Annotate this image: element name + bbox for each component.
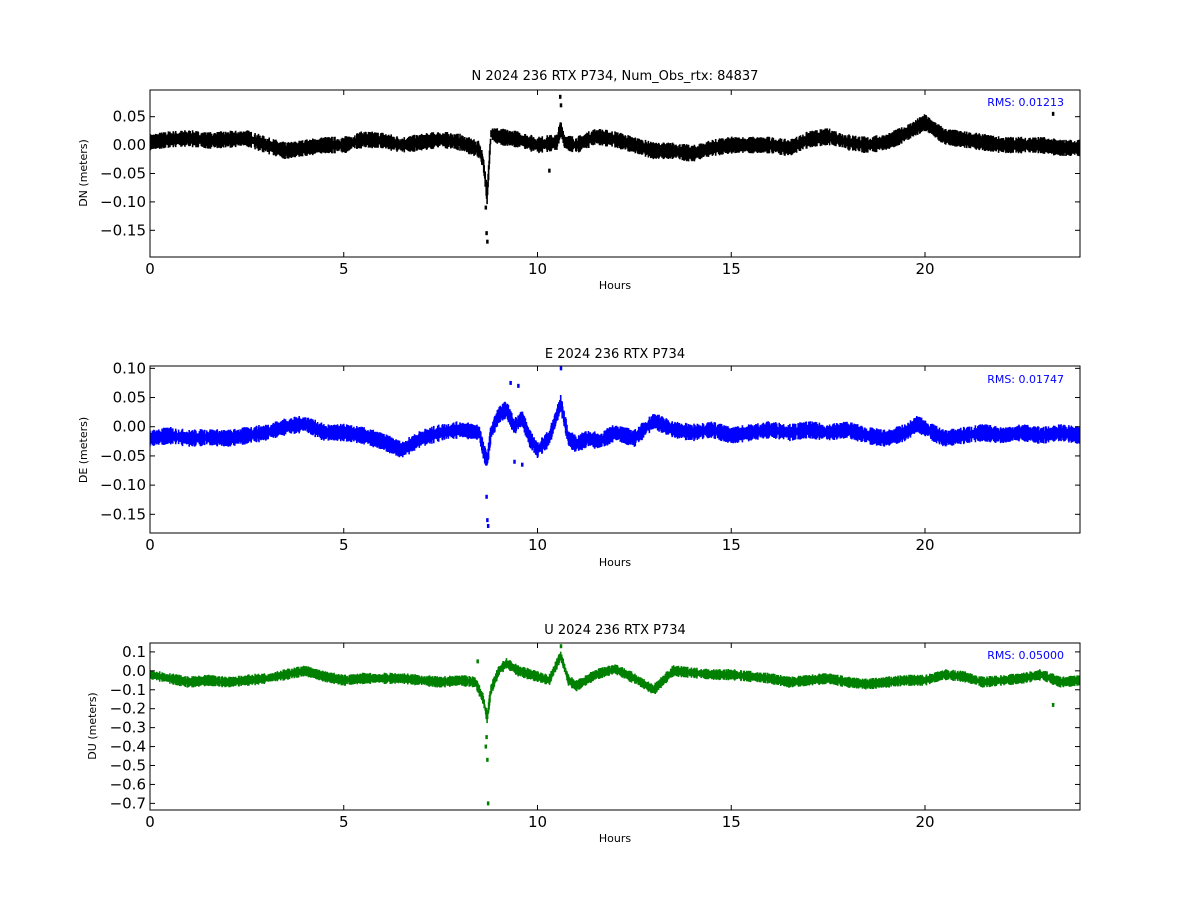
y-tick-label: 0.10 [113, 359, 146, 377]
x-tick-label: 10 [528, 260, 547, 278]
data-point [558, 94, 562, 99]
x-tick-label: 0 [145, 260, 155, 278]
y-tick-label: 0.05 [113, 108, 146, 126]
panel-title: U 2024 236 RTX P734 [544, 623, 686, 638]
y-tick-label: −0.15 [100, 221, 146, 239]
x-tick-label: 10 [528, 536, 547, 554]
series-band [150, 395, 1080, 466]
data-point [509, 380, 512, 385]
axes-frame [149, 365, 1081, 534]
y-tick-label: 0.1 [122, 643, 146, 661]
y-axis-label: DE (meters) [77, 417, 90, 483]
data-point [476, 659, 479, 664]
data-point [521, 462, 524, 467]
data-point [484, 744, 488, 749]
data-point [485, 735, 488, 740]
y-tick-label: −0.6 [110, 775, 146, 793]
series-band [150, 114, 1080, 205]
axes-frame [149, 642, 1081, 811]
x-tick-label: 15 [722, 813, 741, 831]
data-point [486, 523, 490, 528]
tick-labels: 0 5 10 15 20 0.10 0.05 0.00 −0.05 −0.10 −0.15 [100, 359, 1080, 554]
tick-labels: 0 5 10 15 20 0.05 0.00 −0.05 −0.10 −0.15 [100, 90, 1080, 278]
x-tick-label: 5 [339, 260, 349, 278]
x-tick-label: 15 [722, 536, 741, 554]
axes-frame [149, 89, 1081, 258]
y-tick-label: −0.7 [110, 794, 146, 812]
data-point [484, 205, 488, 210]
y-tick-label: −0.4 [110, 738, 146, 756]
data-point [486, 801, 490, 806]
plot-area [149, 642, 1081, 811]
data-series [150, 395, 1080, 466]
series-band [150, 651, 1080, 724]
data-series [150, 651, 1080, 724]
y-tick-label: −0.2 [110, 700, 146, 718]
data-point [485, 231, 488, 236]
x-tick-label: 20 [915, 813, 934, 831]
plot-area [149, 365, 1081, 534]
x-axis-label: Hours [599, 279, 631, 292]
x-tick-label: 5 [339, 813, 349, 831]
data-point [486, 518, 489, 523]
y-tick-label: −0.10 [100, 476, 146, 494]
data-point [559, 644, 563, 649]
y-tick-label: 0.00 [113, 418, 146, 436]
data-point [513, 459, 516, 464]
rms-label: RMS: 0.05000 [987, 649, 1064, 662]
y-tick-label: −0.05 [100, 165, 146, 183]
data-point [486, 239, 489, 244]
plot-area [149, 89, 1081, 258]
y-axis-label: DN (meters) [77, 139, 90, 207]
x-tick-label: 20 [915, 260, 934, 278]
x-tick-label: 20 [915, 536, 934, 554]
x-tick-label: 0 [145, 536, 155, 554]
y-tick-label: −0.05 [100, 447, 146, 465]
data-point [548, 168, 551, 173]
y-tick-label: −0.5 [110, 757, 146, 775]
data-point [517, 383, 520, 388]
rms-label: RMS: 0.01747 [987, 373, 1064, 386]
y-tick-label: −0.15 [100, 505, 146, 523]
data-point [486, 757, 489, 762]
tick-labels: 0 5 10 15 20 0.10.0−0.1−0.2−0.3−0.4−0.5−0.6−0… [110, 643, 1080, 831]
panel-north: N 2024 236 RTX P734, Num_Obs_rtx: 84837 … [77, 69, 1081, 292]
y-axis-label: DU (meters) [86, 692, 99, 759]
x-tick-label: 10 [528, 813, 547, 831]
x-tick-label: 0 [145, 813, 155, 831]
panel-title: N 2024 236 RTX P734, Num_Obs_rtx: 84837 [472, 69, 759, 84]
data-point [559, 103, 563, 108]
data-point [1051, 111, 1055, 116]
y-tick-label: −0.3 [110, 719, 146, 737]
y-tick-label: −0.10 [100, 193, 146, 211]
x-axis-label: Hours [599, 832, 631, 845]
panel-title: E 2024 236 RTX P734 [545, 347, 685, 362]
rms-label: RMS: 0.01213 [987, 96, 1064, 109]
y-tick-label: 0.0 [122, 662, 146, 680]
data-series [150, 114, 1080, 205]
y-tick-label: −0.1 [110, 681, 146, 699]
y-tick-label: 0.00 [113, 136, 146, 154]
x-tick-label: 5 [339, 536, 349, 554]
data-point [485, 494, 488, 499]
panel-east: E 2024 236 RTX P734 0 5 10 15 20 0.10 0.05 0.00… [77, 347, 1081, 569]
data-point [1051, 702, 1055, 707]
x-tick-label: 15 [722, 260, 741, 278]
y-tick-label: 0.05 [113, 389, 146, 407]
data-point [559, 366, 563, 371]
x-axis-label: Hours [599, 556, 631, 569]
panel-up: U 2024 236 RTX P734 0 5 10 15 200.10.0−0.1−0… [86, 623, 1081, 845]
